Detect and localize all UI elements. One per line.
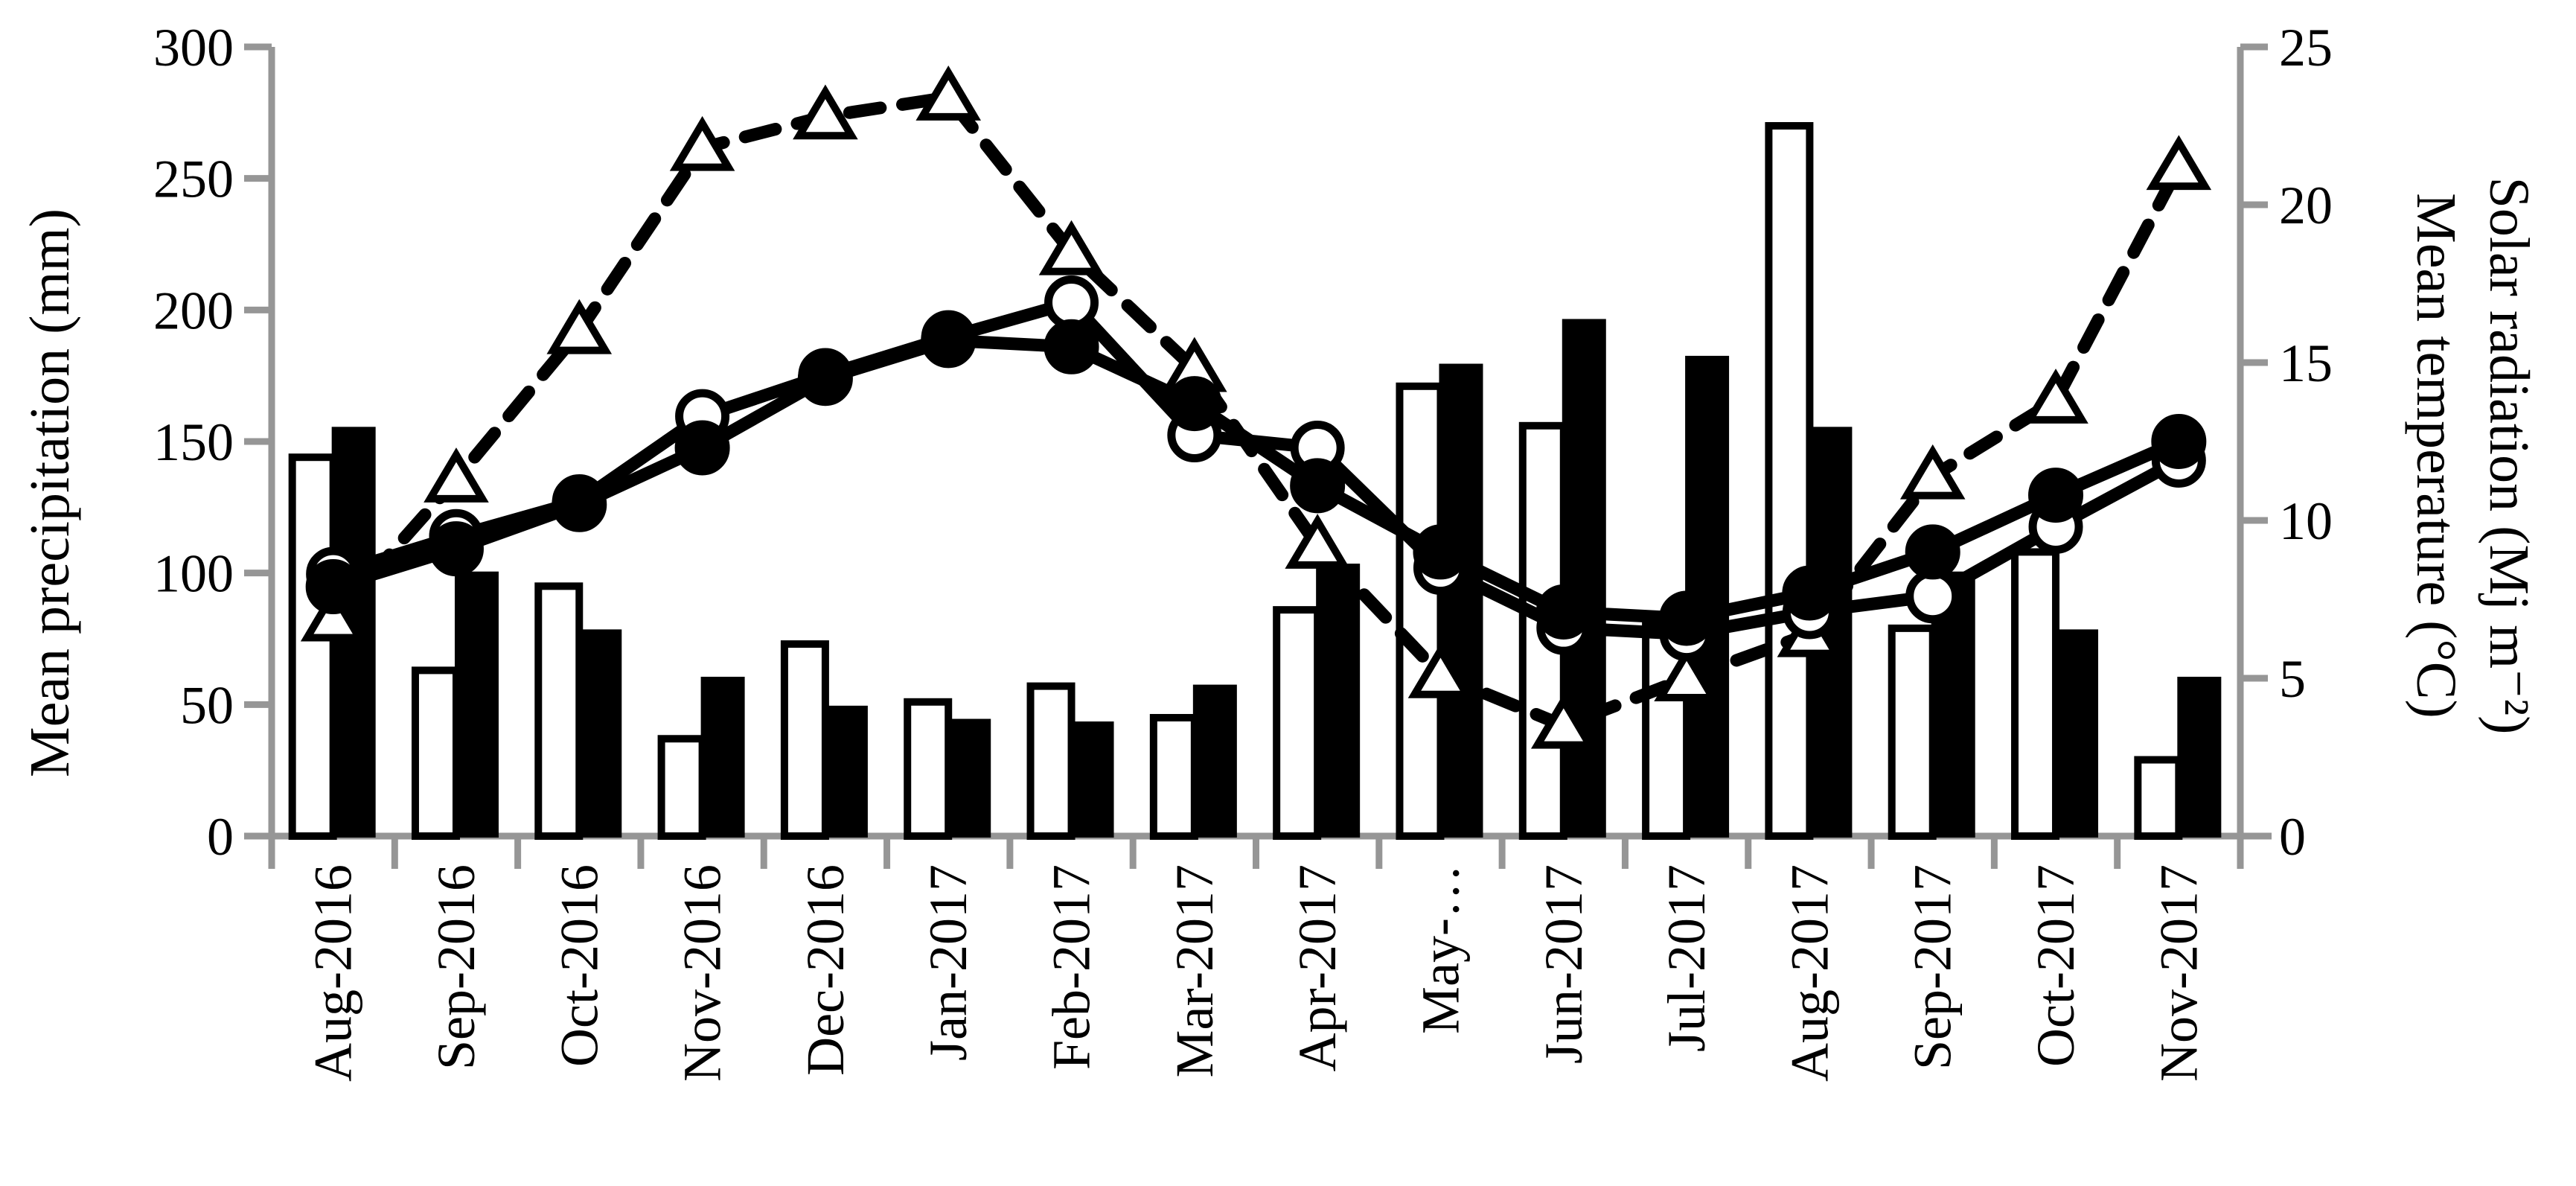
- bar-filled-Oct-2017: [2054, 629, 2099, 838]
- triangle-marker: [669, 115, 735, 171]
- filled-circle-marker: [1905, 524, 1960, 580]
- open-circle-marker: [1905, 569, 1960, 624]
- right-axis-tick-label: 15: [2279, 334, 2333, 393]
- triangle-marker: [2023, 369, 2088, 424]
- x-axis-label-Feb-2017: Feb-2017: [1042, 864, 1102, 1070]
- bar-open-Sep-2016: [411, 666, 460, 841]
- bar-open-Oct-2016: [534, 582, 584, 840]
- bar-open-Nov-2017: [2134, 756, 2183, 840]
- triangle-marker: [915, 66, 981, 121]
- x-axis-label-Aug-2016: Aug-2016: [304, 864, 363, 1082]
- right-axis-tick-label: 5: [2279, 649, 2306, 709]
- right-axis-title-temperature: Mean temperature (°C): [2405, 193, 2467, 718]
- left-axis-tick-label: 100: [153, 544, 234, 604]
- x-axis-label-Oct-2016: Oct-2016: [549, 864, 609, 1067]
- left-axis-tick-label: 150: [153, 412, 234, 472]
- bar-filled-Oct-2016: [578, 629, 622, 838]
- filled-circle-marker: [428, 521, 484, 577]
- left-axis-tick-label: 250: [153, 150, 234, 209]
- bars-layer: [288, 122, 2222, 841]
- bar-open-Oct-2017: [2011, 548, 2060, 841]
- triangle-marker: [546, 299, 613, 354]
- triangle-marker: [1407, 643, 1474, 698]
- bar-filled-Feb-2017: [1070, 721, 1114, 838]
- filled-circle-marker: [305, 559, 361, 615]
- filled-circle-marker: [1290, 458, 1346, 514]
- left-axis-tick-label: 50: [180, 675, 234, 735]
- filled-circle-marker: [2151, 414, 2207, 469]
- bar-filled-Nov-2017: [2177, 677, 2222, 838]
- left-axis-title: Mean precipitation (mm): [19, 208, 81, 777]
- bar-open-Sep-2017: [1888, 624, 1937, 840]
- bar-open-Aug-2017: [1765, 122, 1814, 840]
- right-axis-title-solar: Solar radiation (Mj m⁻²): [2478, 177, 2540, 735]
- lines-layer: [300, 66, 2212, 749]
- bar-open-Apr-2017: [1273, 606, 1322, 841]
- bar-filled-Sep-2016: [454, 571, 499, 838]
- x-axis-label-Mar-2017: Mar-2017: [1165, 864, 1224, 1078]
- labels-layer: 0 50 100 150 200 250 300 0 5 10 15 20 25 Aug-2016 Sep-…: [19, 18, 2540, 1082]
- triangle-marker: [1038, 220, 1105, 275]
- bar-open-Jan-2017: [904, 698, 953, 840]
- x-axis-label-Aug-2017: Aug-2017: [1780, 864, 1839, 1082]
- filled-circle-marker: [1043, 319, 1099, 374]
- bar-open-Feb-2017: [1026, 682, 1076, 840]
- left-axis-tick-label: 0: [207, 807, 234, 867]
- open-circle-marker: [1044, 275, 1099, 330]
- filled-circle-marker: [1782, 565, 1838, 621]
- x-axis-label-Jan-2017: Jan-2017: [918, 864, 978, 1061]
- triangle-marker: [1899, 444, 1966, 500]
- filled-circle-marker: [921, 313, 977, 369]
- filled-circle-marker: [674, 420, 730, 476]
- triangle-marker: [424, 447, 489, 503]
- x-axis-label-May-…: May-…: [1410, 864, 1470, 1034]
- bar-filled-Jun-2017: [1562, 319, 1606, 838]
- filled-circle-marker: [1413, 524, 1468, 580]
- filled-circle-marker: [2028, 468, 2084, 523]
- bar-filled-Jan-2017: [947, 718, 991, 838]
- filled-circle-marker: [552, 476, 607, 532]
- x-axis-label-Jun-2017: Jun-2017: [1534, 864, 1594, 1064]
- triangle-marker: [1654, 646, 1719, 701]
- filled-circle-marker: [1535, 584, 1591, 640]
- x-axis-label-Nov-2016: Nov-2016: [673, 864, 732, 1082]
- x-axis-label-Sep-2016: Sep-2016: [426, 864, 486, 1070]
- bar-filled-May-…: [1439, 363, 1483, 838]
- x-axis-label-Sep-2017: Sep-2017: [1903, 864, 1963, 1070]
- bar-open-Nov-2016: [657, 735, 706, 840]
- mean-temperature-filled-circles-solid-line: [327, 334, 2185, 625]
- axes-layer: [244, 43, 2272, 869]
- filled-circle-marker: [797, 351, 853, 407]
- triangle-marker: [2146, 135, 2212, 191]
- bar-open-May-…: [1396, 382, 1445, 840]
- triangle-marker: [1531, 693, 1597, 749]
- x-axis-label-Jul-2017: Jul-2017: [1657, 864, 1716, 1052]
- bar-open-Aug-2016: [288, 453, 337, 840]
- x-axis-label-Dec-2016: Dec-2016: [796, 864, 855, 1076]
- right-axis-tick-label: 0: [2279, 807, 2306, 867]
- right-axis-tick-label: 20: [2279, 176, 2333, 235]
- solar-radiation-open-triangles-dashed-line: [327, 91, 2185, 733]
- bar-filled-Apr-2017: [1316, 564, 1361, 838]
- bar-open-Dec-2016: [780, 640, 829, 840]
- triangle-marker: [793, 84, 858, 140]
- triangle-marker: [1285, 514, 1350, 569]
- triangle-marker: [300, 586, 366, 642]
- right-axis-tick-label: 25: [2279, 18, 2333, 77]
- bar-filled-Nov-2016: [700, 677, 745, 838]
- left-axis-tick-label: 200: [153, 281, 234, 340]
- filled-circle-marker: [1166, 376, 1222, 432]
- bar-filled-Mar-2017: [1192, 684, 1237, 838]
- x-axis-label-Apr-2017: Apr-2017: [1288, 864, 1347, 1072]
- bar-filled-Dec-2016: [823, 705, 868, 838]
- left-axis-tick-label: 300: [153, 18, 234, 77]
- right-axis-tick-label: 10: [2279, 491, 2333, 551]
- x-axis-label-Oct-2017: Oct-2017: [2026, 864, 2086, 1067]
- filled-circle-marker: [1659, 590, 1715, 646]
- x-axis-label-Nov-2017: Nov-2017: [2149, 864, 2208, 1082]
- bar-open-Mar-2017: [1149, 714, 1198, 840]
